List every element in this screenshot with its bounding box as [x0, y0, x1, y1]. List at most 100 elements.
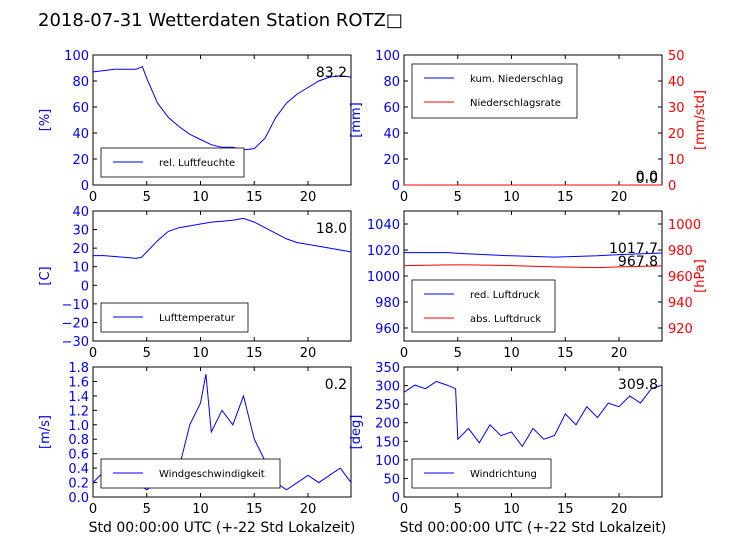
last-value-label: 0.0	[636, 169, 658, 185]
x-tick-label: 0	[400, 346, 408, 361]
y-tick-label: 40	[72, 205, 89, 220]
y-tick-label: 1000	[367, 270, 400, 285]
y-right-tick-label: 920	[668, 322, 693, 337]
y-tick-label: 0.2	[68, 477, 89, 492]
y-tick-label: 150	[375, 435, 400, 450]
x-tick-label: 5	[143, 502, 151, 517]
x-tick-label: 10	[503, 190, 520, 205]
legend-label: Lufttemperatur	[159, 313, 236, 324]
y-tick-label: 1.4	[68, 390, 89, 405]
x-axis-label-left: Std 00:00:00 UTC (+-22 Std Lokalzeit)	[89, 520, 356, 536]
y-tick-label: 80	[72, 75, 89, 90]
legend-label: Niederschlagsrate	[470, 98, 561, 109]
y-tick-label: −10	[62, 298, 89, 313]
y-tick-label: 0.0	[68, 491, 89, 506]
y-axis-label: [%]	[38, 109, 53, 132]
y-right-tick-label: 40	[668, 75, 685, 90]
y-tick-label: 100	[375, 454, 400, 469]
y-tick-label: 100	[375, 49, 400, 64]
x-tick-label: 15	[557, 190, 574, 205]
legend-label: Windrichtung	[470, 469, 537, 480]
x-tick-label: 10	[192, 190, 209, 205]
y-tick-label: 250	[375, 398, 400, 413]
y-right-axis-label: [mm/std]	[693, 90, 708, 150]
x-axis-label-right: Std 00:00:00 UTC (+-22 Std Lokalzeit)	[400, 520, 667, 536]
axes-frame	[92, 366, 352, 498]
y-right-tick-label: 20	[668, 127, 685, 142]
y-tick-label: 1020	[367, 244, 400, 259]
y-tick-label: 60	[72, 101, 89, 116]
x-tick-label: 15	[557, 502, 574, 517]
y-tick-label: −20	[62, 316, 89, 331]
y-tick-label: 1040	[367, 218, 400, 233]
last-value-label: 1017.7	[609, 241, 658, 257]
x-tick-label: 0	[89, 346, 97, 361]
y-tick-label: 1.2	[68, 404, 89, 419]
y-tick-label: 0.8	[68, 433, 89, 448]
y-tick-label: 50	[383, 472, 400, 487]
y-tick-label: −30	[62, 335, 89, 350]
y-tick-label: 300	[375, 380, 400, 395]
x-tick-label: 5	[143, 190, 151, 205]
y-right-tick-label: 30	[668, 101, 685, 116]
y-right-tick-label: 50	[668, 49, 685, 64]
x-tick-label: 0	[400, 190, 408, 205]
legend-box	[411, 63, 578, 119]
y-right-tick-label: 960	[668, 270, 693, 285]
figure-title: 2018-07-31 Wetterdaten Station ROTZ□	[38, 10, 403, 31]
legend-box	[411, 279, 556, 333]
last-value-label: 309.8	[618, 377, 658, 393]
y-tick-label: 1.6	[68, 375, 89, 390]
y-right-tick-label: 0	[668, 179, 676, 194]
y-tick-label: 20	[72, 242, 89, 257]
x-tick-label: 15	[246, 502, 263, 517]
y-tick-label: 40	[383, 127, 400, 142]
panel-temperature: 0 5 10 15 20 −30 −20 −10 0 10 20 30 40 [C] Lufttempera…	[38, 205, 352, 361]
series-line-red-luftdruck	[404, 252, 663, 258]
x-tick-label: 10	[192, 346, 209, 361]
y-right-tick-label: 980	[668, 244, 693, 259]
panel-wind-speed: 0 5 10 15 200.00.20.40.60.81.01.21.41.61.8[m…	[38, 361, 352, 517]
legend-label: abs. Luftdruck	[470, 314, 541, 325]
legend-label: kum. Niederschlag	[470, 74, 563, 85]
x-tick-label: 20	[611, 502, 628, 517]
legend-label: Windgeschwindigkeit	[159, 469, 265, 480]
y-right-axis-label: [hPa]	[693, 259, 708, 293]
y-tick-label: 20	[383, 153, 400, 168]
last-value-label: 0.0	[636, 171, 658, 187]
x-tick-label: 0	[89, 190, 97, 205]
panel-pressure: 0 5 10 15 20 960 980 1000 1020 1040 920 940 960 980 10…	[367, 210, 708, 361]
legend-label: rel. Luftfeuchte	[159, 158, 235, 169]
y-axis-label: [m/s]	[38, 415, 53, 449]
last-value-label: 83.2	[316, 65, 347, 81]
x-tick-label: 15	[246, 346, 263, 361]
panel-wind-direction: 0 5 10 15 20050100150200250300350[deg]Windri…	[349, 361, 663, 517]
x-tick-label: 20	[611, 346, 628, 361]
y-tick-label: 40	[72, 127, 89, 142]
x-tick-label: 5	[454, 346, 462, 361]
last-value-label: 967.8	[618, 254, 658, 270]
y-axis-label: [C]	[38, 266, 53, 285]
panel-precipitation: 0 5 10 15 20 0 20 40 60 80 100 0 10 20 30 40 50 [mm] [mm/s…	[349, 49, 708, 205]
y-right-tick-label: 940	[668, 296, 693, 311]
y-tick-label: 960	[375, 322, 400, 337]
y-tick-label: 0	[392, 491, 400, 506]
y-tick-label: 0.6	[68, 448, 89, 463]
x-tick-label: 0	[400, 502, 408, 517]
x-tick-label: 15	[246, 190, 263, 205]
x-tick-label: 20	[300, 346, 317, 361]
y-tick-label: 60	[383, 101, 400, 116]
series-line-rel-luftfeuchte	[92, 66, 352, 151]
axes-frame	[403, 366, 663, 498]
y-right-tick-label: 10	[668, 153, 685, 168]
last-value-label: 18.0	[316, 221, 347, 237]
y-tick-label: 0.4	[68, 462, 89, 477]
y-tick-label: 200	[375, 417, 400, 432]
y-tick-label: 980	[375, 296, 400, 311]
y-right-tick-label: 1000	[668, 218, 701, 233]
y-tick-label: 100	[64, 49, 89, 64]
series-line-abs-luftdruck	[403, 264, 663, 269]
x-tick-label: 20	[611, 190, 628, 205]
y-tick-label: 0	[81, 279, 89, 294]
